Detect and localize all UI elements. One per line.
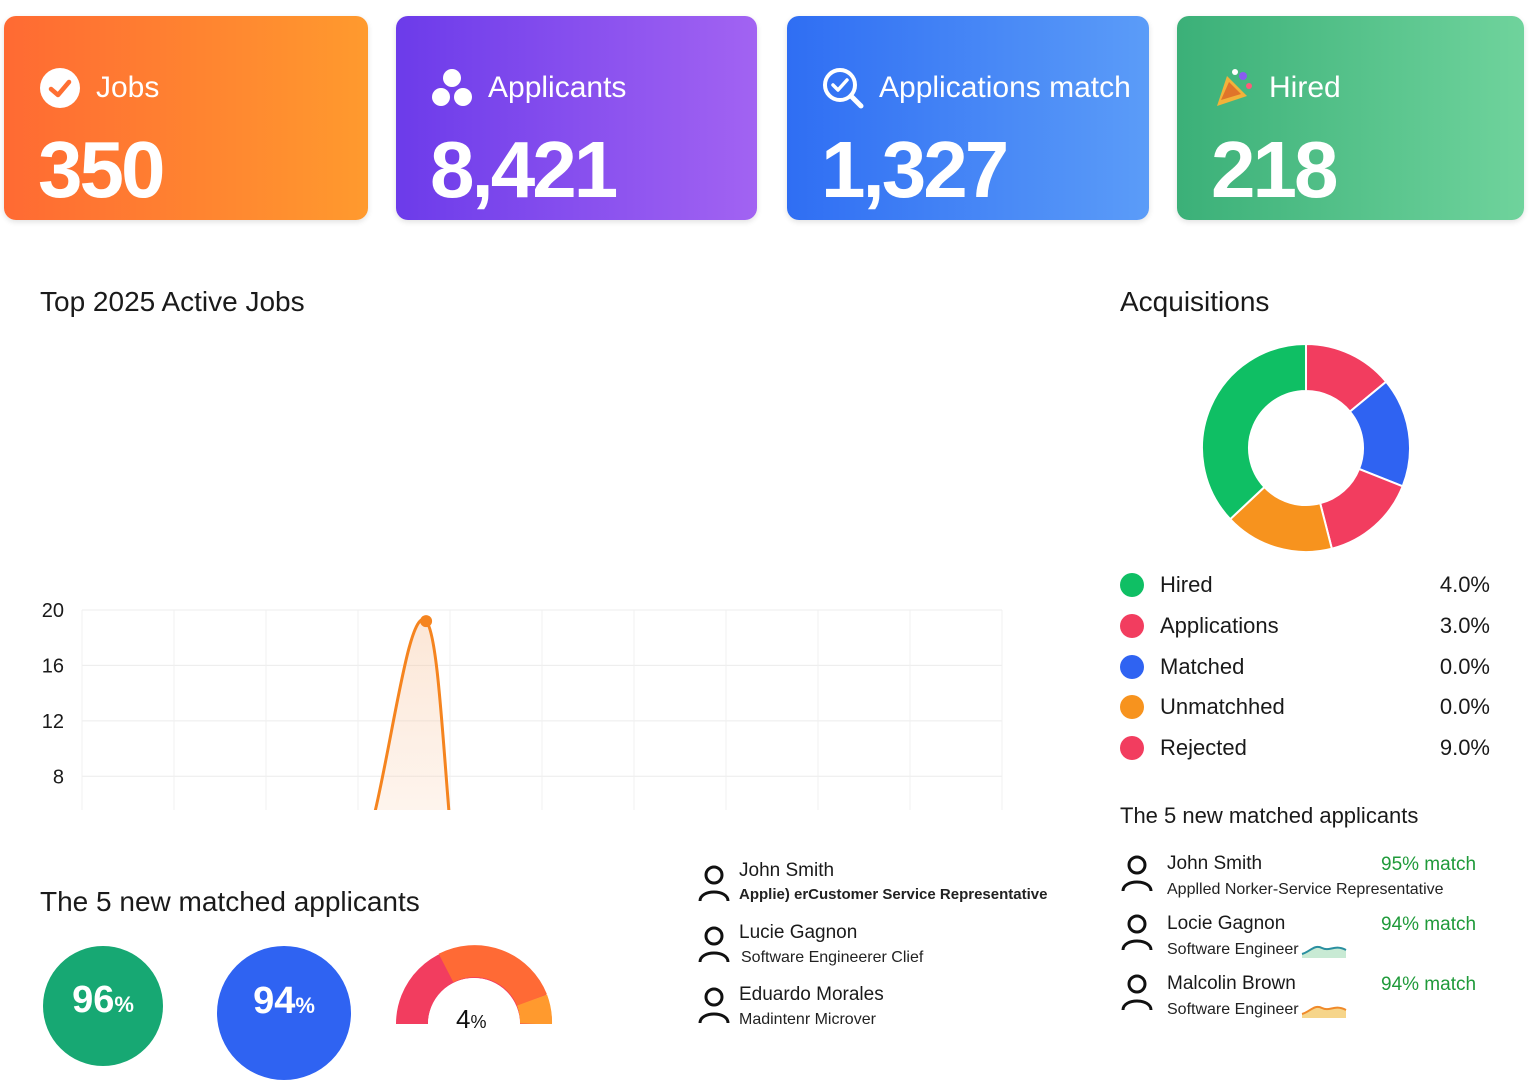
legend-percent: 3.0%: [1439, 613, 1490, 638]
chart-title: Top 2025 Active Jobs: [40, 286, 305, 317]
legend-row-hired: Hired 4.0%: [1120, 570, 1490, 600]
legend-label: Applications: [1160, 613, 1279, 638]
legend-dot: [1120, 614, 1144, 638]
data-point[interactable]: [420, 615, 433, 628]
legend-percent: 9.0%: [1439, 735, 1490, 760]
applicant-name: Locie Gagnon: [1167, 913, 1286, 934]
match-score: 95% match: [1381, 854, 1477, 875]
applicant-role: Software Engineer: [1167, 1001, 1299, 1018]
legend-label: Hired: [1160, 572, 1213, 597]
y-tick-label: 16: [42, 655, 64, 677]
right-matched-title: The 5 new matched applicants: [1120, 803, 1419, 828]
active-jobs-line-chart: 03648121620 036812151821243730: [42, 600, 1003, 810]
match-percent-bubble: 94%: [217, 946, 351, 1080]
user-icon: [1121, 974, 1153, 1011]
legend-dot: [1120, 655, 1144, 679]
user-icon: [698, 926, 730, 963]
legend-row-applications: Applications 3.0%: [1120, 611, 1490, 641]
match-percent-bubble: 96%: [43, 946, 163, 1066]
bubble-value: 96: [72, 979, 115, 1021]
user-icon: [698, 865, 730, 902]
match-score: 94% match: [1381, 974, 1477, 995]
applicants-card-title: Applicants: [430, 66, 626, 110]
applicant-role: Madintenr Microver: [739, 1011, 876, 1028]
match-score: 94% match: [1381, 914, 1477, 935]
applications-match-label: Applications match: [879, 71, 1131, 104]
applicant-role: Applie) erCustomer Service Representativ…: [739, 886, 1048, 903]
bubble-unit: %: [295, 993, 315, 1018]
legend-dot: [1120, 573, 1144, 597]
applicant-role: Applled Norker-Service Representative: [1167, 881, 1444, 898]
legend-row-matched: Matched 0.0%: [1120, 652, 1490, 682]
applicant-name: John Smith: [739, 860, 835, 881]
ring-value: 4: [456, 1004, 471, 1034]
applicant-role: Software Engineer: [1167, 941, 1299, 958]
user-icon: [1121, 855, 1153, 892]
applicants-value: 8,421: [430, 125, 618, 214]
applications-match-value: 1,327: [821, 125, 1009, 214]
y-tick-label: 12: [42, 711, 64, 733]
jobs-card[interactable]: Jobs 350: [4, 16, 368, 220]
applicants-card[interactable]: Applicants 8,421: [396, 16, 757, 220]
bubble-value: 94: [253, 980, 296, 1022]
legend-label: Unmatchhed: [1160, 694, 1285, 719]
acquisitions-donut-chart: [1201, 342, 1411, 553]
bottom-matched-title: The 5 new matched applicants: [40, 886, 420, 917]
user-icon: [1121, 914, 1153, 951]
check-circle-icon: [40, 68, 80, 108]
legend-row-rejected: Rejected 9.0%: [1120, 733, 1490, 763]
ring-percent-label: 4%: [456, 1004, 486, 1035]
sparkline: [1301, 1005, 1347, 1018]
legend-label: Matched: [1160, 654, 1245, 679]
jobs-label: Jobs: [96, 71, 160, 104]
applicant-name: Lucie Gagnon: [739, 922, 858, 943]
legend-percent: 4.0%: [1439, 572, 1490, 597]
donut-segment[interactable]: [1201, 342, 1307, 521]
y-tick-label: 8: [53, 766, 64, 788]
jobs-value: 350: [38, 125, 165, 214]
celebration-icon: [1217, 69, 1252, 106]
ring-unit: %: [470, 1012, 487, 1032]
y-tick-label: 20: [42, 600, 64, 622]
people-group-icon: [432, 69, 472, 106]
applications-match-card-title: Applications match: [821, 66, 1131, 110]
legend-row-unmatched: Unmatchhed 0.0%: [1120, 692, 1490, 722]
active-jobs-chart-panel: Top 2025 Active Jobs 03648121620 0368121…: [0, 250, 1060, 830]
applicant-name: Eduardo Morales: [739, 984, 884, 1005]
applicant-name: John Smith: [1167, 853, 1263, 874]
legend-dot: [1120, 736, 1144, 760]
hired-label: Hired: [1269, 71, 1341, 104]
legend-dot: [1120, 695, 1144, 719]
applicant-role: Software Engineerer Clief: [741, 949, 924, 966]
user-icon: [698, 987, 730, 1024]
legend-label: Rejected: [1160, 735, 1247, 760]
applicant-name: Malcolin Brown: [1167, 973, 1296, 994]
hired-value: 218: [1211, 125, 1338, 214]
acquisitions-title: Acquisitions: [1120, 286, 1270, 317]
legend-percent: 0.0%: [1439, 654, 1490, 679]
applicants-label: Applicants: [488, 71, 627, 104]
legend-percent: 0.0%: [1439, 694, 1490, 719]
sparkline: [1301, 945, 1347, 958]
search-check-icon: [823, 68, 864, 109]
donut-segment[interactable]: [1318, 467, 1404, 550]
hired-card[interactable]: Hired 218: [1177, 16, 1524, 220]
jobs-card-title: Jobs: [38, 66, 159, 110]
chart-area-fill: [375, 619, 449, 810]
bubble-unit: %: [114, 992, 134, 1017]
applications-match-card[interactable]: Applications match 1,327: [787, 16, 1149, 220]
hired-card-title: Hired: [1211, 66, 1341, 110]
